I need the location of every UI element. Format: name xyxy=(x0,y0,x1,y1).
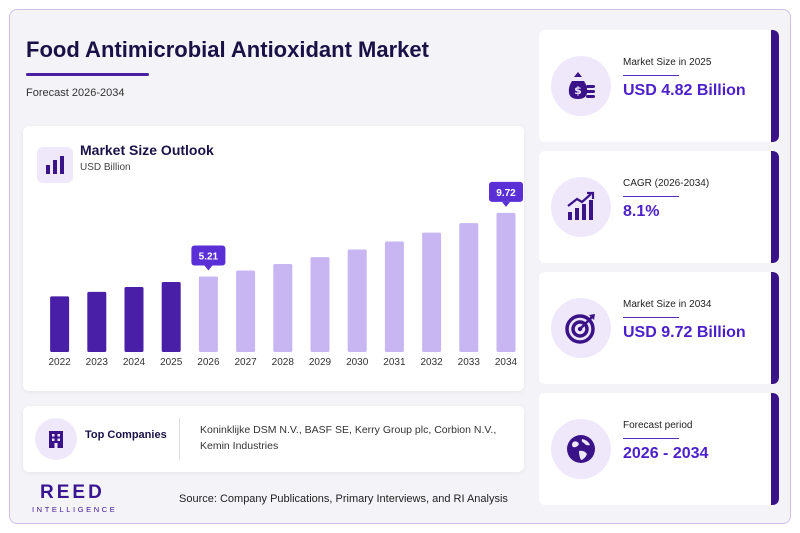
target-icon xyxy=(551,298,611,358)
kpi-value: USD 9.72 Billion xyxy=(623,324,746,341)
x-tick-label: 2028 xyxy=(272,357,295,368)
bar-2033 xyxy=(459,223,479,352)
bar-2023 xyxy=(87,291,107,352)
chart-title: Market Size Outlook xyxy=(80,142,214,158)
kpi-value: USD 4.82 Billion xyxy=(623,82,746,99)
top-companies-label: Top Companies xyxy=(85,429,167,441)
kpi-value: 8.1% xyxy=(623,203,660,220)
chart-card: Market Size Outlook USD Billion 2022 2023… xyxy=(23,126,524,391)
bar-2026 xyxy=(198,276,218,352)
title-underline xyxy=(26,73,149,76)
globe-icon xyxy=(551,419,611,479)
kpi-divider xyxy=(623,75,679,76)
bar-2031 xyxy=(384,241,404,352)
bar-2034 xyxy=(496,212,516,352)
kpi-forecast-period: Forecast period 2026 - 2034 xyxy=(539,393,779,505)
x-tick-label: 2034 xyxy=(495,357,518,368)
bar-2027 xyxy=(236,270,256,352)
data-label-2034: 9.72 xyxy=(489,181,523,207)
x-tick-label: 2026 xyxy=(197,357,220,368)
kpi-divider xyxy=(623,196,679,197)
building-icon xyxy=(35,418,77,460)
kpi-divider xyxy=(623,438,679,439)
data-label-2026: 5.21 xyxy=(191,245,226,271)
x-tick-label: 2030 xyxy=(346,357,369,368)
x-tick-label: 2025 xyxy=(160,357,183,368)
kpi-market-size-2034: Market Size in 2034 USD 9.72 Billion xyxy=(539,272,779,384)
chart-unit: USD Billion xyxy=(80,162,131,173)
x-tick-label: 2033 xyxy=(458,357,481,368)
x-tick-label: 2022 xyxy=(48,357,71,368)
svg-text:$: $ xyxy=(574,84,582,97)
kpi-label: Forecast period xyxy=(623,420,693,431)
x-tick-label: 2031 xyxy=(383,357,406,368)
page-subtitle: Forecast 2026-2034 xyxy=(26,87,125,99)
x-tick-label: 2023 xyxy=(86,357,109,368)
kpi-market-size-2025: $ Market Size in 2025 USD 4.82 Billion xyxy=(539,30,779,142)
kpi-value: 2026 - 2034 xyxy=(623,445,709,462)
svg-text:9.72: 9.72 xyxy=(496,188,516,199)
divider xyxy=(179,418,180,460)
top-companies-list: Koninklijke DSM N.V., BASF SE, Kerry Gro… xyxy=(200,424,497,452)
svg-text:5.21: 5.21 xyxy=(199,251,219,262)
bar-2025 xyxy=(161,281,181,352)
page-title: Food Antimicrobial Antioxidant Market xyxy=(26,37,429,62)
growth-chart-icon xyxy=(551,177,611,237)
bar-2029 xyxy=(310,257,330,352)
kpi-label: CAGR (2026-2034) xyxy=(623,178,710,189)
top-companies-card: Top Companies Koninklijke DSM N.V., BASF… xyxy=(23,406,524,472)
kpi-divider xyxy=(623,317,679,318)
bar-2022 xyxy=(50,296,70,352)
bar-2032 xyxy=(422,232,442,352)
brand-logo: REED xyxy=(40,482,105,503)
x-tick-label: 2024 xyxy=(123,357,146,368)
kpi-label: Market Size in 2025 xyxy=(623,57,712,68)
x-tick-label: 2027 xyxy=(234,357,257,368)
money-bag-icon: $ xyxy=(551,56,611,116)
x-tick-label: 2032 xyxy=(420,357,443,368)
kpi-label: Market Size in 2034 xyxy=(623,299,712,310)
x-tick-label: 2029 xyxy=(309,357,332,368)
bar-chart: 2022 2023 2024 2025 2026 5.21 2027 2028 2029 2030… xyxy=(48,181,523,368)
bar-2028 xyxy=(273,264,293,352)
brand-tagline: INTELLIGENCE xyxy=(32,505,118,514)
bar-2024 xyxy=(124,287,144,352)
bar-chart-icon xyxy=(37,147,73,183)
bar-2030 xyxy=(347,249,367,352)
kpi-cagr: CAGR (2026-2034) 8.1% xyxy=(539,151,779,263)
source-note: Source: Company Publications, Primary In… xyxy=(179,493,508,505)
